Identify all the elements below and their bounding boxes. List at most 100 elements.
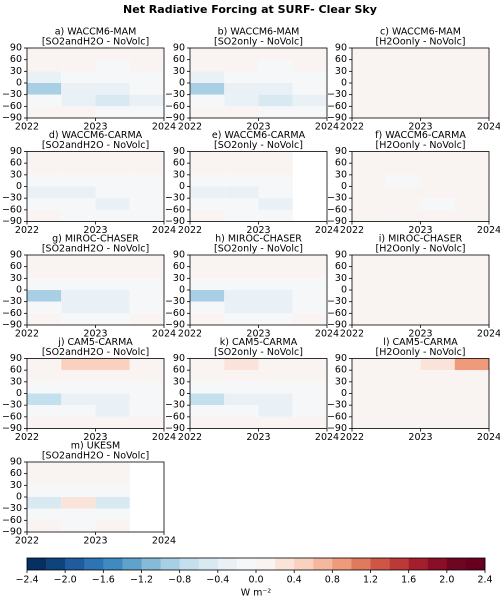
- y-tick-label: 60: [10, 54, 22, 65]
- heat-cell: [95, 508, 130, 521]
- heat-cell: [190, 209, 225, 222]
- heat-cell: [190, 59, 225, 72]
- heat-cell: [95, 266, 130, 279]
- x-tick-label: 2023: [83, 432, 107, 443]
- heat-cell: [420, 358, 455, 371]
- x-tick-label: 2023: [408, 329, 432, 340]
- heat-cell: [61, 381, 96, 394]
- heat-cell: [61, 301, 96, 314]
- y-tick-label: −60: [2, 515, 22, 526]
- heat-cell: [454, 151, 489, 164]
- heat-cell: [258, 266, 293, 279]
- heat-cell: [224, 59, 259, 72]
- heat-cell: [454, 278, 489, 290]
- panel-title: g) MIROC-CHASER: [52, 234, 139, 245]
- heat-cell: [27, 301, 62, 314]
- heat-cell: [95, 497, 130, 509]
- heat-cell: [95, 462, 130, 474]
- x-tick-label: 2022: [15, 432, 39, 443]
- panel-title: e) WACCM6-CARMA: [212, 130, 306, 141]
- heat-cell: [95, 94, 130, 107]
- colorbar-swatch: [27, 558, 47, 570]
- heat-cell: [61, 266, 96, 279]
- heat-cell: [352, 393, 387, 406]
- heat-cell: [224, 151, 259, 164]
- heat-cell: [129, 393, 164, 406]
- y-tick-label: −90: [2, 527, 22, 538]
- heat-cell: [454, 416, 489, 429]
- y-tick-label: 90: [10, 43, 22, 54]
- y-tick-label: 60: [335, 158, 347, 169]
- y-tick-label: 0: [341, 285, 347, 296]
- heat-cell: [95, 83, 130, 95]
- heat-cell: [292, 71, 327, 83]
- heat-cell: [190, 163, 225, 175]
- y-tick-label: 90: [335, 353, 347, 364]
- heat-cell: [258, 209, 293, 222]
- x-tick-label: 2024: [152, 432, 176, 443]
- heat-cell: [420, 186, 455, 199]
- y-tick-label: 60: [335, 261, 347, 272]
- x-tick-label: 2024: [315, 225, 339, 236]
- heat-cell: [258, 174, 293, 187]
- heat-cell: [129, 301, 164, 314]
- y-tick-label: 30: [335, 169, 347, 180]
- panel-subtitle: [SO2only - NoVolc]: [214, 244, 303, 255]
- heat-cell: [352, 255, 387, 267]
- y-tick-label: 0: [16, 78, 22, 89]
- x-tick-label: 2024: [477, 329, 500, 340]
- heat-cell: [420, 405, 455, 417]
- colorbar-swatch: [65, 558, 85, 570]
- heat-cell: [386, 163, 421, 175]
- heat-cell: [95, 381, 130, 394]
- y-tick-label: 90: [10, 250, 22, 261]
- colorbar-tick-label: −1.6: [92, 575, 115, 586]
- heat-cell: [224, 358, 259, 371]
- colorbar-swatch: [294, 558, 314, 570]
- heat-cell: [190, 151, 225, 164]
- x-tick-label: 2024: [152, 329, 176, 340]
- x-tick-label: 2022: [340, 225, 364, 236]
- x-tick-label: 2023: [83, 122, 107, 133]
- heat-cell: [224, 278, 259, 290]
- y-tick-label: −30: [165, 193, 185, 204]
- heat-cell: [61, 497, 96, 509]
- heat-cell: [129, 198, 164, 210]
- heat-cell: [258, 313, 293, 325]
- heat-cell: [454, 290, 489, 302]
- colorbar-swatch: [217, 558, 238, 570]
- y-tick-label: −30: [327, 296, 347, 307]
- panel-title: j) CAM5-CARMA: [57, 337, 133, 348]
- heat-cell: [95, 278, 130, 290]
- heat-cell: [258, 151, 293, 164]
- heat-cell: [258, 198, 293, 210]
- heat-cell: [292, 106, 327, 118]
- y-tick-label: −30: [165, 400, 185, 411]
- y-tick-label: −30: [2, 400, 22, 411]
- heat-cell: [27, 485, 62, 497]
- x-tick-label: 2024: [152, 225, 176, 236]
- x-tick-label: 2023: [246, 432, 270, 443]
- heat-cell: [129, 255, 164, 267]
- heat-cell: [95, 313, 130, 325]
- heat-cell: [352, 94, 387, 107]
- heat-cell: [420, 393, 455, 406]
- heat-cell: [61, 520, 96, 532]
- heat-cell: [224, 405, 259, 417]
- heat-cell: [420, 290, 455, 302]
- y-tick-label: 60: [173, 54, 185, 65]
- heat-cell: [224, 416, 259, 429]
- heat-cell: [224, 94, 259, 107]
- heat-cell: [386, 313, 421, 325]
- panel-subtitle: [SO2andH2O - NoVolc]: [42, 37, 149, 48]
- heat-cell: [292, 301, 327, 314]
- heat-cell: [420, 163, 455, 175]
- heat-cell: [258, 301, 293, 314]
- heat-cell: [454, 381, 489, 394]
- x-tick-label: 2024: [152, 536, 176, 547]
- heat-cell: [61, 370, 96, 382]
- heat-cell: [454, 301, 489, 314]
- heat-cell: [420, 48, 455, 60]
- heat-cell: [27, 520, 62, 532]
- heat-cell: [386, 174, 421, 187]
